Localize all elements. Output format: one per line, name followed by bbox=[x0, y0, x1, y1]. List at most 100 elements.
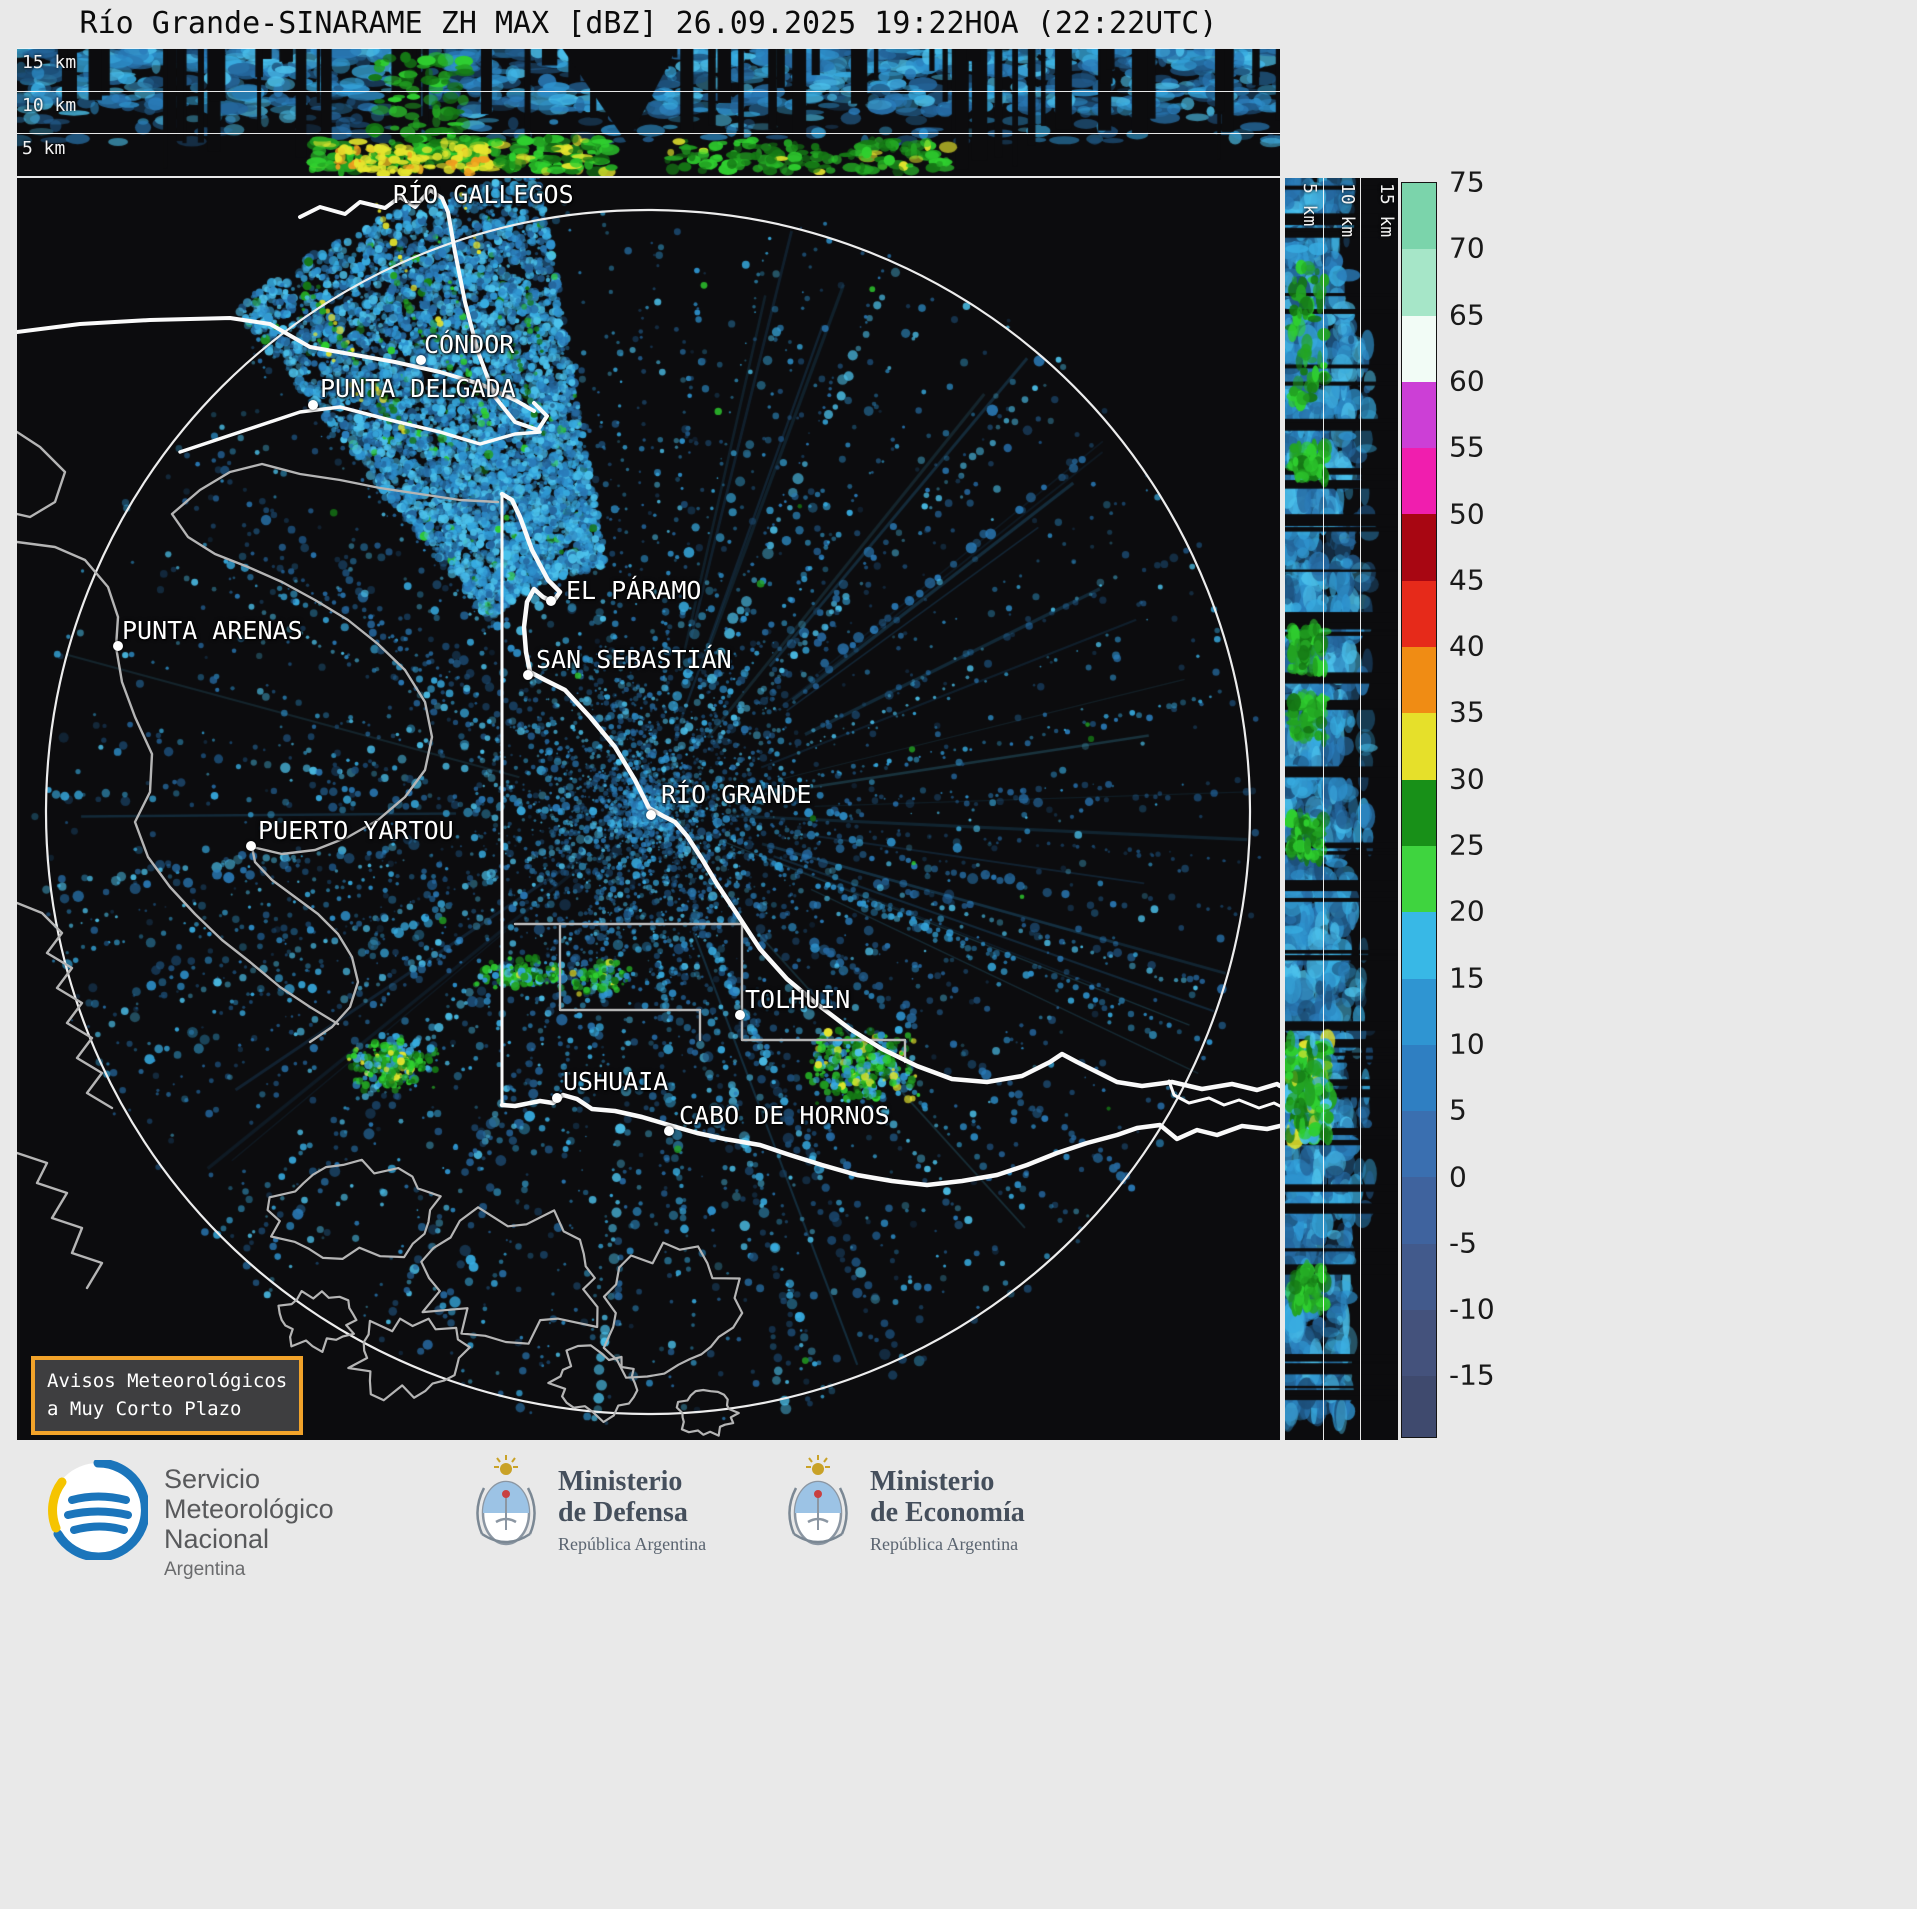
colorbar-tick-label: 20 bbox=[1449, 894, 1485, 928]
city-label: RÍO GALLEGOS bbox=[393, 180, 574, 209]
smn-name-line: Meteorológico bbox=[164, 1494, 334, 1524]
beagle-channel-coast bbox=[499, 1092, 1280, 1188]
city-dot bbox=[735, 1010, 745, 1020]
colorbar-segment bbox=[1402, 183, 1436, 250]
city-label: CABO DE HORNOS bbox=[679, 1101, 890, 1130]
colorbar-segment bbox=[1402, 580, 1436, 648]
gridline-10km-vertical bbox=[1360, 178, 1361, 1440]
city-label: CÓNDOR bbox=[424, 330, 515, 359]
city-label: PUNTA DELGADA bbox=[320, 374, 516, 403]
colorbar-tick-label: -5 bbox=[1449, 1226, 1477, 1260]
colorbar-segment bbox=[1402, 845, 1436, 913]
ministerio-defensa-branding: Ministerio de Defensa República Argentin… bbox=[470, 1454, 706, 1558]
gridline-5km bbox=[17, 133, 1280, 134]
top-cross-section-echo-canvas bbox=[17, 48, 1280, 176]
colorbar-tick-label: 45 bbox=[1449, 563, 1485, 597]
colorbar-tick-label: 55 bbox=[1449, 430, 1485, 464]
rio-gallegos-coast bbox=[298, 188, 549, 432]
colorbar-segment bbox=[1402, 1044, 1436, 1112]
ministry-name-line: de Defensa bbox=[558, 1497, 688, 1528]
colorbar-segment bbox=[1402, 1310, 1436, 1377]
chile-mainland-coast bbox=[17, 540, 340, 1026]
city-label: EL PÁRAMO bbox=[566, 576, 702, 605]
peninsula-mitre-coast bbox=[1167, 1079, 1280, 1110]
colorbar-segment bbox=[1402, 912, 1436, 979]
height-label-10km: 10 km bbox=[22, 95, 77, 116]
colorbar-tick-label: -10 bbox=[1449, 1292, 1495, 1326]
city-dot bbox=[552, 1093, 562, 1103]
department-border bbox=[558, 922, 702, 1042]
colorbar-tick-label: 60 bbox=[1449, 364, 1485, 398]
height-label-15km: 15 km bbox=[1376, 183, 1397, 238]
product-title: Río Grande-SINARAME ZH MAX [dBZ] 26.09.2… bbox=[79, 6, 1218, 41]
tierra-del-fuego-west-coast bbox=[170, 462, 500, 1044]
ministry-subtitle: República Argentina bbox=[558, 1534, 707, 1554]
magellan-strait-south-shore bbox=[178, 405, 542, 454]
gridline-15km bbox=[17, 48, 1280, 49]
colorbar-segment-below-min bbox=[1402, 1376, 1436, 1437]
height-label-5km: 5 km bbox=[22, 138, 66, 159]
island-coast bbox=[602, 1241, 744, 1379]
city-label: USHUAIA bbox=[563, 1067, 669, 1096]
smn-country: Argentina bbox=[164, 1559, 246, 1580]
reflectivity-colorbar bbox=[1401, 182, 1437, 1438]
gridline-5km-vertical bbox=[1323, 178, 1324, 1440]
department-border bbox=[513, 922, 907, 1064]
smn-name-line: Servicio bbox=[164, 1464, 261, 1494]
island-coast bbox=[420, 1206, 599, 1345]
colorbar-tick-label: 25 bbox=[1449, 828, 1485, 862]
argentina-coat-of-arms-icon bbox=[476, 1455, 536, 1546]
radar-map-panel: RÍO GALLEGOS CÓNDOR PUNTA DELGADA EL PÁRAMO… bbox=[17, 178, 1280, 1440]
colorbar-segment bbox=[1402, 1177, 1436, 1244]
colorbar-segment bbox=[1402, 978, 1436, 1045]
smn-name-line: Nacional bbox=[164, 1524, 270, 1554]
city-dot bbox=[113, 641, 123, 651]
warnings-banner-line1: Avisos Meteorológicos bbox=[47, 1370, 288, 1392]
colorbar-segment bbox=[1402, 1111, 1436, 1178]
ministry-name-line: Ministerio bbox=[558, 1466, 683, 1497]
colorbar-segment bbox=[1402, 779, 1436, 846]
colorbar-tick-label: 35 bbox=[1449, 695, 1485, 729]
city-label: PUNTA ARENAS bbox=[122, 616, 303, 645]
colorbar-tick-label: 5 bbox=[1449, 1093, 1467, 1127]
fjord-coast bbox=[17, 1151, 104, 1290]
city-label: TOLHUIN bbox=[745, 985, 851, 1014]
colorbar-segment bbox=[1402, 1243, 1436, 1311]
ministry-subtitle: República Argentina bbox=[870, 1534, 1019, 1554]
city-label: PUERTO YARTOU bbox=[258, 816, 454, 845]
argentina-coat-of-arms-icon bbox=[788, 1455, 848, 1546]
magellan-strait-north-shore bbox=[17, 316, 536, 413]
smn-branding: Servicio Meteorológico Nacional Argentin… bbox=[48, 1460, 334, 1581]
top-cross-section-panel: 15 km 10 km 5 km bbox=[17, 48, 1280, 176]
city-layer: RÍO GALLEGOS CÓNDOR PUNTA DELGADA EL PÁRAMO… bbox=[17, 178, 1280, 1440]
colorbar-tick-label: 30 bbox=[1449, 762, 1485, 796]
ministry-name-line: de Economía bbox=[870, 1497, 1025, 1528]
colorbar-tick-label: 65 bbox=[1449, 298, 1485, 332]
colorbar-segment bbox=[1402, 647, 1436, 714]
colorbar-segment bbox=[1402, 713, 1436, 780]
city-dot bbox=[546, 596, 556, 606]
warnings-banner[interactable]: Avisos Meteorológicos a Muy Corto Plazo bbox=[31, 1356, 304, 1436]
right-cross-section-panel: 5 km 10 km 15 km bbox=[1285, 178, 1398, 1440]
island-coast bbox=[547, 1344, 639, 1424]
fjord-coast bbox=[17, 901, 114, 1110]
city-label: RÍO GRANDE bbox=[661, 780, 812, 809]
colorbar-tick-label: 10 bbox=[1449, 1027, 1485, 1061]
colorbar-tick-label: 0 bbox=[1449, 1160, 1467, 1193]
range-ring bbox=[44, 208, 1252, 1416]
height-label-10km: 10 km bbox=[1337, 183, 1358, 238]
height-label-15km: 15 km bbox=[22, 52, 77, 73]
colorbar-tick-label: 40 bbox=[1449, 629, 1485, 663]
warnings-banner-line2: a Muy Corto Plazo bbox=[47, 1397, 242, 1420]
tierra-del-fuego-north-coast bbox=[499, 491, 1280, 1093]
city-dot bbox=[416, 355, 426, 365]
right-cross-section-echo-canvas bbox=[1285, 178, 1398, 1440]
ministerio-economia-branding: Ministerio de Economía República Argenti… bbox=[782, 1454, 1025, 1558]
island-coast bbox=[347, 1317, 471, 1402]
colorbar-segment bbox=[1402, 381, 1436, 449]
island-coast bbox=[277, 1290, 358, 1353]
island-coast bbox=[675, 1388, 740, 1437]
gridline-10km bbox=[17, 91, 1280, 92]
ministry-name-line: Ministerio bbox=[870, 1466, 995, 1497]
colorbar-tick-label: 70 bbox=[1449, 231, 1485, 265]
